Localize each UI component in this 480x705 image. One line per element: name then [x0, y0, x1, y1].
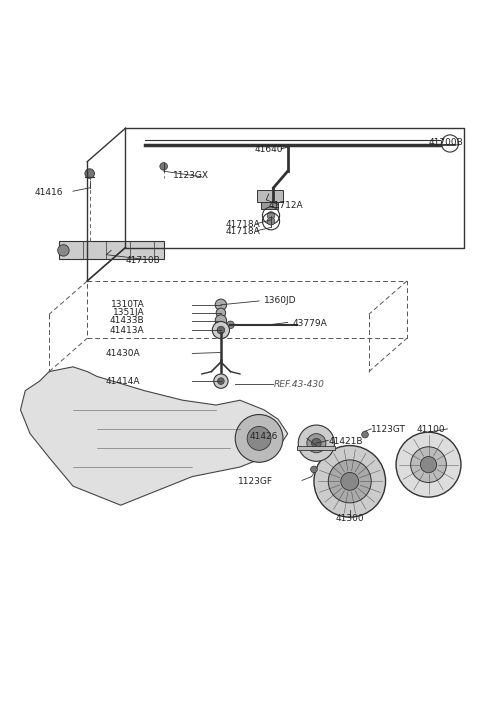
Circle shape	[267, 212, 275, 219]
Circle shape	[58, 245, 69, 256]
Circle shape	[160, 163, 168, 170]
Circle shape	[217, 378, 224, 384]
Text: 1310TA: 1310TA	[111, 300, 144, 309]
Text: REF.43-430: REF.43-430	[274, 380, 324, 389]
Text: 41416: 41416	[35, 188, 63, 197]
Circle shape	[247, 427, 271, 450]
Bar	[297, 446, 336, 450]
Text: 1351JA: 1351JA	[113, 308, 144, 317]
Text: 41710B: 41710B	[125, 256, 160, 265]
Circle shape	[298, 425, 335, 461]
Circle shape	[227, 321, 234, 329]
Circle shape	[362, 431, 368, 438]
Circle shape	[212, 321, 229, 338]
Circle shape	[311, 466, 317, 473]
Bar	[59, 241, 164, 259]
Bar	[257, 190, 283, 202]
Circle shape	[267, 217, 275, 225]
Circle shape	[85, 168, 95, 178]
Circle shape	[341, 472, 359, 490]
Circle shape	[420, 457, 437, 473]
Text: 41300: 41300	[336, 514, 364, 522]
Text: 41712A: 41712A	[269, 201, 303, 210]
Circle shape	[217, 326, 225, 334]
Text: 41421B: 41421B	[328, 437, 363, 446]
Text: 41640: 41640	[254, 145, 283, 154]
Text: 41433B: 41433B	[110, 316, 144, 325]
Circle shape	[307, 434, 326, 453]
Text: 41430A: 41430A	[105, 349, 140, 358]
Circle shape	[411, 447, 446, 482]
Text: 1123GF: 1123GF	[239, 477, 274, 486]
Circle shape	[314, 446, 385, 517]
Text: 1360JD: 1360JD	[264, 297, 296, 305]
Polygon shape	[21, 367, 288, 505]
Text: 41700B: 41700B	[429, 138, 463, 147]
Text: 41413A: 41413A	[110, 326, 144, 335]
Circle shape	[312, 439, 321, 448]
Text: 41718A: 41718A	[226, 227, 261, 236]
Circle shape	[215, 299, 227, 310]
Text: 41718A: 41718A	[226, 220, 261, 229]
Circle shape	[214, 374, 228, 388]
Circle shape	[215, 315, 227, 326]
Text: 1123GT: 1123GT	[371, 425, 406, 434]
Text: 43779A: 43779A	[292, 319, 327, 328]
Circle shape	[235, 415, 283, 462]
Text: 1123GX: 1123GX	[173, 171, 209, 180]
Circle shape	[328, 460, 371, 503]
Bar	[262, 202, 278, 209]
Circle shape	[396, 432, 461, 497]
Text: 41414A: 41414A	[105, 376, 140, 386]
Circle shape	[216, 308, 226, 318]
Text: 41426: 41426	[250, 431, 278, 441]
Text: 41100: 41100	[417, 425, 445, 434]
